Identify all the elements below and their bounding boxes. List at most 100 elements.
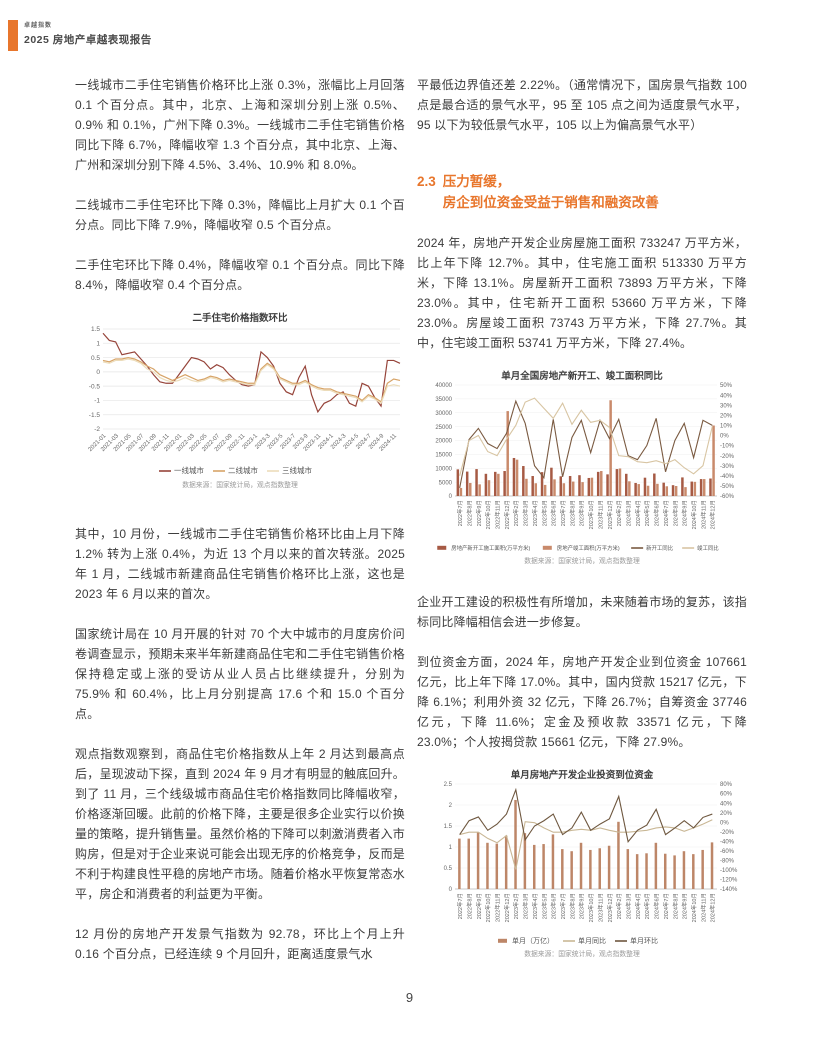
svg-text:-20%: -20% [720, 830, 735, 836]
paragraph-survey: 国家统计局在 10 月开展的针对 70 个大中城市的月度房价问卷调查显示，预期未… [75, 627, 405, 721]
svg-text:2023年10月: 2023年10月 [587, 893, 595, 922]
svg-text:2023年9月: 2023年9月 [578, 893, 586, 919]
svg-text:2022年7月: 2022年7月 [456, 893, 464, 919]
brand-series-label: 卓越指数 [24, 23, 53, 29]
svg-text:2023年8月: 2023年8月 [568, 893, 576, 919]
svg-text:50%: 50% [720, 383, 733, 389]
svg-text:2022年9月: 2022年9月 [475, 500, 483, 526]
svg-text:2024年11月: 2024年11月 [699, 500, 707, 529]
svg-text:新开工同比: 新开工同比 [646, 544, 674, 552]
paragraph-firsttier-prices: 一线城市二手住宅销售价格环比上涨 0.3%，涨幅比上月回落 0.1 个百分点。其… [75, 78, 405, 172]
svg-text:2023年12月: 2023年12月 [606, 500, 614, 529]
svg-text:2023年7月: 2023年7月 [559, 893, 567, 919]
svg-text:20%: 20% [720, 811, 733, 817]
svg-text:数据来源：国家统计局，观点指数整理: 数据来源：国家统计局，观点指数整理 [182, 480, 298, 489]
svg-text:0%: 0% [720, 434, 729, 440]
svg-text:2024年8月: 2024年8月 [671, 500, 679, 526]
section-heading-2-3: 2.3 压力暂缓， 房企到位资金受益于销售和融资改善 [417, 171, 747, 213]
svg-text:25000: 25000 [435, 425, 452, 431]
svg-text:2024年9月: 2024年9月 [681, 500, 689, 526]
svg-text:2022年12月: 2022年12月 [503, 500, 511, 529]
svg-text:-0.5: -0.5 [89, 383, 101, 390]
svg-text:35000: 35000 [435, 397, 452, 403]
svg-text:2024年2月: 2024年2月 [615, 893, 623, 919]
svg-text:2023年5月: 2023年5月 [540, 500, 548, 526]
svg-text:-60%: -60% [720, 494, 735, 500]
svg-text:10%: 10% [720, 424, 733, 430]
svg-text:2023年9月: 2023年9月 [578, 500, 586, 526]
svg-text:2024年12月: 2024年12月 [709, 893, 717, 922]
svg-text:2022年12月: 2022年12月 [503, 893, 511, 922]
svg-text:2023年2月: 2023年2月 [512, 893, 520, 919]
svg-text:2023年4月: 2023年4月 [531, 893, 539, 919]
svg-text:2023年6月: 2023年6月 [550, 500, 558, 526]
svg-text:2023年2月: 2023年2月 [512, 500, 520, 526]
svg-text:-140%: -140% [720, 887, 738, 893]
svg-text:40000: 40000 [435, 383, 452, 389]
report-title: 2025 房地产卓越表现报告 [24, 34, 152, 46]
svg-text:单月环比: 单月环比 [630, 936, 658, 945]
svg-text:20%: 20% [720, 413, 733, 419]
brand-block: 卓越指数 2025 房地产卓越表现报告 [24, 20, 152, 47]
paragraph-construction-area: 2024 年，房地产开发企业房屋施工面积 733247 万平方米，比上年下降 1… [417, 236, 747, 350]
svg-text:2022年9月: 2022年9月 [475, 893, 483, 919]
svg-text:40%: 40% [720, 393, 733, 399]
svg-text:2024年3月: 2024年3月 [625, 500, 633, 526]
svg-text:2022年10月: 2022年10月 [484, 893, 492, 922]
svg-text:2023年12月: 2023年12月 [606, 893, 614, 922]
paragraph-october-turnaround: 其中，10 月份，一线城市二手住宅销售价格环比由上月下降 1.2% 转为上涨 0… [75, 527, 405, 601]
svg-text:2023年11月: 2023年11月 [596, 500, 604, 529]
svg-text:0.5: 0.5 [444, 866, 453, 872]
combo-chart-monthly-funds: 单月房地产开发企业投资到位资金 2.5 2 1.5 1 0.5 0 80% 60% 40% 20% 0… [444, 769, 738, 958]
svg-text:40%: 40% [720, 801, 733, 807]
section-number: 2.3 [417, 174, 436, 189]
page-number: 9 [405, 990, 414, 1005]
svg-text:2022年7月: 2022年7月 [456, 500, 464, 526]
paragraph-prosperity-continued: 平最低边界值还差 2.22%。（通常情况下，国房景气指数 100 点是最合适的景… [417, 78, 747, 132]
svg-text:-100%: -100% [720, 868, 738, 874]
svg-text:-50%: -50% [720, 484, 735, 490]
svg-text:2024年4月: 2024年4月 [634, 893, 642, 919]
svg-text:1.5: 1.5 [444, 824, 453, 830]
paragraph-funds-in-place: 到位资金方面，2024 年，房地产开发企业到位资金 107661 亿元，比上年下… [417, 655, 747, 749]
svg-text:单月全国房地产新开工、竣工面积同比: 单月全国房地产新开工、竣工面积同比 [501, 370, 663, 382]
svg-text:0: 0 [449, 887, 453, 893]
line-chart-secondhand-price-index: 二手住宅价格指数环比1.510.50-0.5-1-1.5-22021-01202… [88, 312, 401, 489]
svg-text:1.5: 1.5 [91, 326, 100, 333]
svg-text:2022年8月: 2022年8月 [465, 893, 473, 919]
svg-text:0: 0 [449, 494, 453, 500]
svg-text:2024年7月: 2024年7月 [662, 500, 670, 526]
svg-text:1: 1 [449, 845, 453, 851]
svg-text:2024年5月: 2024年5月 [643, 893, 651, 919]
svg-text:2022年10月: 2022年10月 [484, 500, 492, 529]
svg-text:2023年7月: 2023年7月 [559, 500, 567, 526]
svg-text:一线城市: 一线城市 [174, 465, 204, 475]
svg-text:2024年8月: 2024年8月 [671, 893, 679, 919]
svg-text:二手住宅价格指数环比: 二手住宅价格指数环比 [192, 312, 288, 324]
svg-text:2024年5月: 2024年5月 [643, 500, 651, 526]
svg-text:2024年4月: 2024年4月 [634, 500, 642, 526]
figure-secondhand-price-index: 二手住宅价格指数环比 1.5 1 0.5 0 -0.5 -1 -1.5 -2 2021-01 202… [75, 311, 405, 504]
svg-text:0%: 0% [720, 820, 729, 826]
content-columns: 一线城市二手住宅销售价格环比上涨 0.3%，涨幅比上月回落 0.1 个百分点。其… [75, 75, 747, 965]
svg-text:2023年10月: 2023年10月 [587, 500, 595, 529]
svg-text:2024年6月: 2024年6月 [653, 500, 661, 526]
paragraph-secondhand-prices: 二手住宅环比下降 0.4%，降幅收窄 0.1 个百分点。同比下降 8.4%，降幅… [75, 258, 405, 292]
svg-text:30000: 30000 [435, 411, 452, 417]
svg-text:5000: 5000 [439, 480, 453, 486]
svg-text:-10%: -10% [720, 444, 735, 450]
paragraph-observation: 观点指数观察到，商品住宅价格指数从上年 2 月达到最高点后，呈现波动下探，直到 … [75, 747, 405, 901]
svg-text:单月（万亿）: 单月（万亿） [512, 936, 554, 945]
svg-text:2023年5月: 2023年5月 [540, 893, 548, 919]
svg-text:10000: 10000 [435, 466, 452, 472]
svg-text:三线城市: 三线城市 [282, 465, 312, 475]
svg-text:15000: 15000 [435, 453, 452, 459]
left-column: 一线城市二手住宅销售价格环比上涨 0.3%，涨幅比上月回落 0.1 个百分点。其… [75, 75, 405, 965]
right-column: 平最低边界值还差 2.22%。（通常情况下，国房景气指数 100 点是最合适的景… [417, 75, 747, 965]
svg-text:-120%: -120% [720, 878, 738, 884]
svg-text:2023年3月: 2023年3月 [522, 500, 530, 526]
svg-text:2: 2 [449, 803, 453, 809]
paragraph-secondtier-prices: 二线城市二手住宅环比下降 0.3%，降幅比上月扩大 0.1 个百分点。同比下降 … [75, 198, 405, 232]
svg-text:2024年7月: 2024年7月 [662, 893, 670, 919]
